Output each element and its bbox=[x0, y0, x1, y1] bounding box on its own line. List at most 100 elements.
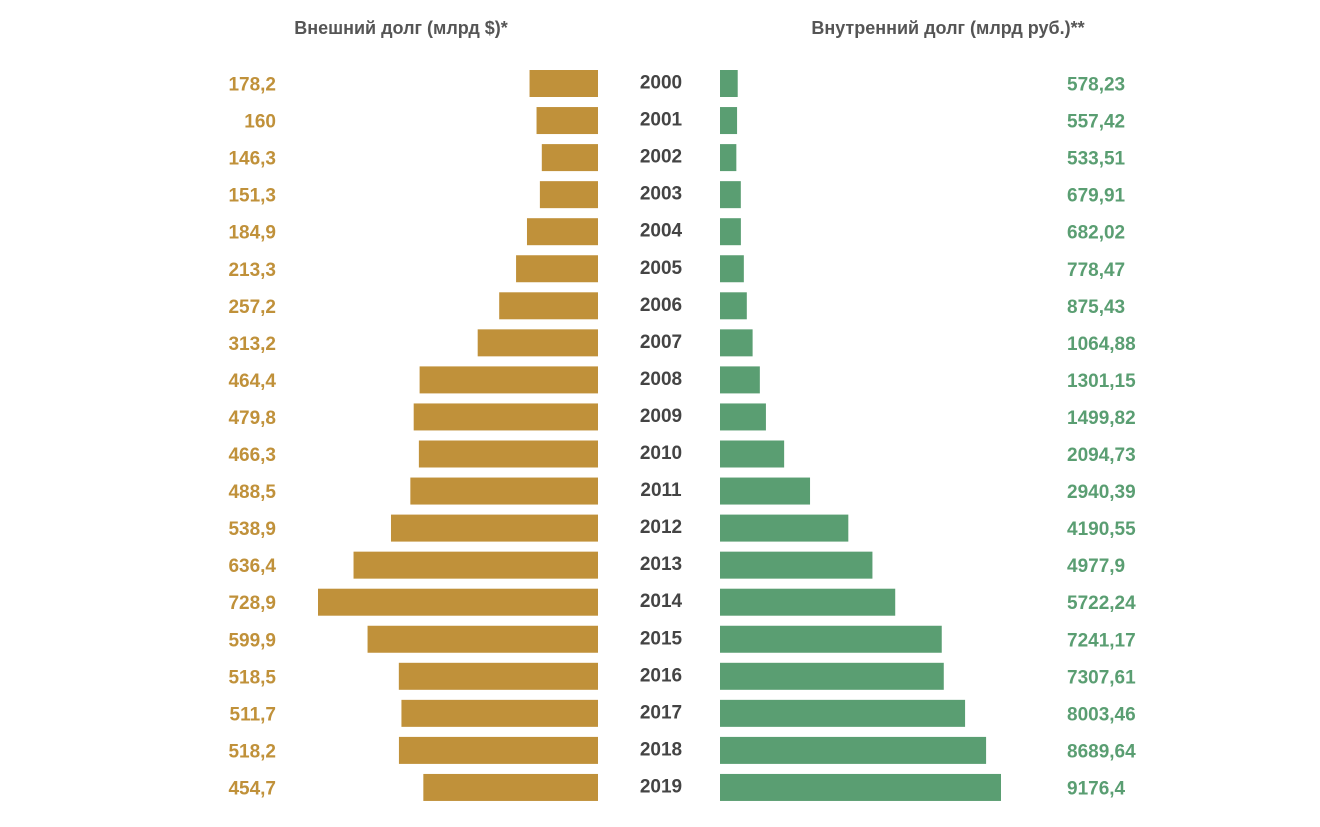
internal-value-label-2009: 1499,82 bbox=[1067, 408, 1136, 429]
external-bar-2017 bbox=[401, 699, 598, 727]
internal-bar-2016 bbox=[720, 662, 944, 690]
internal-value-label-2007: 1064,88 bbox=[1067, 334, 1136, 355]
external-value-label-2002: 146,3 bbox=[228, 149, 276, 170]
external-bar-2001 bbox=[536, 107, 598, 135]
year-label-2006: 2006 bbox=[640, 295, 682, 316]
internal-bar-2007 bbox=[720, 329, 753, 357]
internal-bar-2011 bbox=[720, 477, 811, 505]
internal-value-label-2017: 8003,46 bbox=[1067, 704, 1136, 725]
internal-value-label-2011: 2940,39 bbox=[1067, 482, 1136, 503]
internal-value-label-2014: 5722,24 bbox=[1067, 593, 1136, 614]
internal-bar-2002 bbox=[720, 144, 737, 172]
year-label-2013: 2013 bbox=[640, 554, 682, 575]
external-bar-2013 bbox=[353, 551, 598, 579]
internal-bar-2004 bbox=[720, 218, 741, 246]
internal-bar-2018 bbox=[720, 736, 987, 764]
year-label-2007: 2007 bbox=[640, 332, 682, 353]
external-bar-2003 bbox=[539, 181, 598, 209]
external-bar-2018 bbox=[398, 736, 598, 764]
internal-bar-2014 bbox=[720, 588, 896, 616]
year-label-2002: 2002 bbox=[640, 147, 682, 168]
external-value-label-2017: 511,7 bbox=[230, 704, 277, 725]
external-value-label-2003: 151,3 bbox=[228, 186, 276, 207]
year-label-2017: 2017 bbox=[640, 702, 682, 723]
internal-bar-2006 bbox=[720, 292, 747, 320]
year-label-2004: 2004 bbox=[640, 221, 683, 242]
year-label-2009: 2009 bbox=[640, 406, 682, 427]
internal-bar-2000 bbox=[720, 70, 738, 97]
internal-bar-2012 bbox=[720, 514, 849, 542]
external-value-label-2011: 488,5 bbox=[228, 482, 276, 503]
external-bar-2015 bbox=[367, 625, 598, 653]
internal-value-label-2013: 4977,9 bbox=[1067, 556, 1125, 577]
external-value-label-2000: 178,2 bbox=[228, 75, 276, 96]
external-debt-title: Внешний долг (млрд $)* bbox=[294, 18, 508, 38]
year-label-2014: 2014 bbox=[640, 591, 683, 612]
external-value-label-2014: 728,9 bbox=[228, 593, 276, 614]
internal-value-label-2015: 7241,17 bbox=[1067, 630, 1136, 651]
external-value-label-2019: 454,7 bbox=[228, 778, 276, 799]
external-bar-2005 bbox=[516, 255, 598, 283]
year-label-2010: 2010 bbox=[640, 443, 682, 464]
external-value-label-2013: 636,4 bbox=[228, 556, 276, 577]
year-label-2008: 2008 bbox=[640, 369, 682, 390]
external-bar-2012 bbox=[390, 514, 598, 542]
external-value-label-2010: 466,3 bbox=[228, 445, 276, 466]
external-value-label-2007: 313,2 bbox=[228, 334, 276, 355]
year-label-2018: 2018 bbox=[640, 739, 682, 760]
year-label-2003: 2003 bbox=[640, 184, 682, 205]
internal-value-label-2008: 1301,15 bbox=[1067, 371, 1136, 392]
internal-value-label-2000: 578,23 bbox=[1067, 75, 1125, 96]
year-label-2015: 2015 bbox=[640, 628, 683, 649]
external-bar-2002 bbox=[541, 144, 598, 172]
external-bar-2011 bbox=[410, 477, 598, 505]
year-label-2012: 2012 bbox=[640, 517, 682, 538]
internal-value-label-2003: 679,91 bbox=[1067, 186, 1126, 207]
internal-bar-2005 bbox=[720, 255, 744, 283]
internal-value-label-2005: 778,47 bbox=[1067, 260, 1125, 281]
external-value-label-2012: 538,9 bbox=[228, 519, 276, 540]
external-bar-2000 bbox=[529, 70, 598, 97]
internal-value-label-2004: 682,02 bbox=[1067, 223, 1125, 244]
year-label-2019: 2019 bbox=[640, 776, 682, 797]
year-label-2011: 2011 bbox=[640, 480, 682, 501]
internal-value-label-2012: 4190,55 bbox=[1067, 519, 1136, 540]
internal-bar-2013 bbox=[720, 551, 873, 579]
internal-value-label-2019: 9176,4 bbox=[1067, 778, 1126, 799]
year-label-2016: 2016 bbox=[640, 665, 682, 686]
external-value-label-2009: 479,8 bbox=[228, 408, 276, 429]
internal-bar-2019 bbox=[720, 773, 1001, 801]
internal-value-label-2006: 875,43 bbox=[1067, 297, 1125, 318]
external-value-label-2016: 518,5 bbox=[228, 667, 276, 688]
internal-bar-2010 bbox=[720, 440, 785, 468]
internal-value-label-2002: 533,51 bbox=[1067, 149, 1126, 170]
external-bar-2016 bbox=[398, 662, 598, 690]
external-value-label-2018: 518,2 bbox=[228, 741, 276, 762]
internal-bar-2015 bbox=[720, 625, 942, 653]
external-value-label-2004: 184,9 bbox=[228, 223, 276, 244]
external-value-label-2005: 213,3 bbox=[228, 260, 276, 281]
internal-value-label-2016: 7307,61 bbox=[1067, 667, 1136, 688]
external-bar-2019 bbox=[423, 773, 598, 801]
internal-bar-2017 bbox=[720, 699, 966, 727]
internal-value-label-2001: 557,42 bbox=[1067, 112, 1125, 133]
internal-debt-title: Внутренний долг (млрд руб.)** bbox=[811, 18, 1084, 38]
external-bar-2008 bbox=[419, 366, 598, 394]
external-bar-2004 bbox=[526, 218, 598, 246]
internal-value-label-2018: 8689,64 bbox=[1067, 741, 1136, 762]
external-bar-2006 bbox=[499, 292, 598, 320]
internal-value-label-2010: 2094,73 bbox=[1067, 445, 1136, 466]
external-value-label-2001: 160 bbox=[244, 112, 276, 133]
bars-group: 178,2 2000 578,23 160 2001 557,42 146,3 2002 533… bbox=[228, 70, 1136, 801]
internal-bar-2003 bbox=[720, 181, 741, 209]
year-label-2005: 2005 bbox=[640, 258, 683, 279]
external-value-label-2015: 599,9 bbox=[228, 630, 276, 651]
external-bar-2009 bbox=[413, 403, 598, 431]
external-value-label-2006: 257,2 bbox=[228, 297, 276, 318]
external-bar-2014 bbox=[318, 588, 598, 616]
external-value-label-2008: 464,4 bbox=[228, 371, 276, 392]
internal-bar-2009 bbox=[720, 403, 766, 431]
internal-bar-2001 bbox=[720, 107, 738, 135]
internal-bar-2008 bbox=[720, 366, 760, 394]
